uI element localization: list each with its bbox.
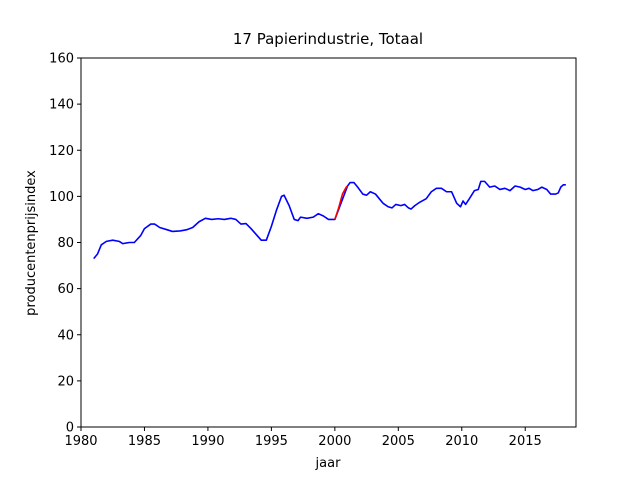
x-tick-label: 1995 [255, 434, 288, 449]
x-tick-label: 2010 [445, 434, 478, 449]
y-tick-label: 0 [66, 421, 74, 436]
x-axis-label: jaar [315, 456, 342, 471]
x-tick-label: 1985 [128, 434, 161, 449]
chart-title: 17 Papierindustrie, Totaal [233, 30, 423, 48]
plot-frame [80, 57, 577, 428]
x-tick-label: 2005 [382, 434, 415, 449]
y-tick-label: 100 [49, 190, 74, 205]
y-tick-label: 60 [57, 282, 74, 297]
data-line [93, 180, 566, 260]
y-axis-label: producentenprijsindex [24, 170, 39, 316]
y-tick-label: 140 [49, 98, 74, 113]
x-tick-label: 1980 [64, 434, 97, 449]
data-line [334, 185, 349, 220]
x-tick-label: 2015 [509, 434, 542, 449]
y-tick-label: 20 [57, 374, 74, 389]
x-tick-label: 2000 [318, 434, 351, 449]
y-tick-label: 160 [49, 52, 74, 67]
x-tick-label: 1990 [191, 434, 224, 449]
y-tick-label: 120 [49, 144, 74, 159]
y-tick-label: 40 [57, 328, 74, 343]
y-tick-label: 80 [57, 236, 74, 251]
